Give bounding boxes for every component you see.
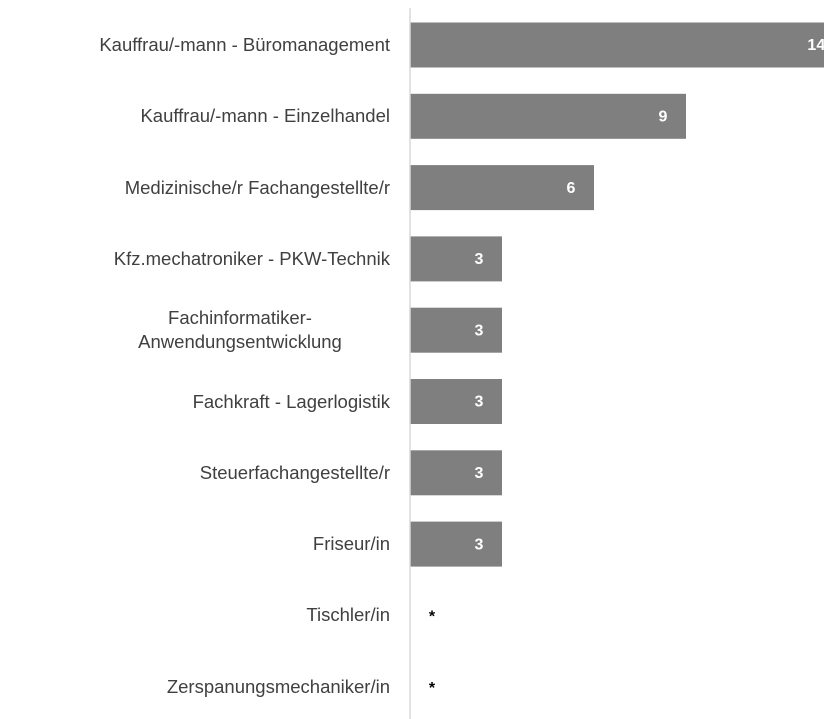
bar — [410, 165, 594, 211]
category-text: Fachkraft - Lagerlogistik — [192, 390, 390, 412]
value-label: 6 — [567, 180, 576, 197]
category-text: Kfz.mechatroniker - PKW-Technik — [113, 247, 390, 269]
value-label: 3 — [475, 394, 484, 411]
category-label: Zerspanungsmechaniker/in — [0, 657, 390, 717]
value-label: 3 — [475, 322, 484, 339]
category-text: Zerspanungsmechaniker/in — [166, 675, 390, 697]
value-label: * — [429, 680, 436, 697]
value-label: 14 — [807, 37, 824, 54]
bar — [410, 236, 502, 282]
bar — [410, 450, 502, 496]
category-text: Steuerfachangestellte/r — [199, 461, 390, 483]
category-label: Fachkraft - Lagerlogistik — [0, 372, 390, 432]
bar — [410, 307, 502, 353]
category-label: Medizinische/r Fachangestellte/r — [0, 158, 390, 218]
category-label: Kfz.mechatroniker - PKW-Technik — [0, 229, 390, 289]
category-label: Kauffrau/-mann - Büromanagement — [0, 15, 390, 75]
bar — [410, 93, 686, 139]
category-label: Tischler/in — [0, 585, 390, 645]
value-label: 3 — [475, 251, 484, 268]
value-label: 3 — [475, 536, 484, 553]
bar — [410, 521, 502, 567]
category-text: Fachinformatiker-Anwendungsentwicklung — [138, 307, 342, 353]
category-label: Steuerfachangestellte/r — [0, 443, 390, 503]
category-text: Medizinische/r Fachangestellte/r — [124, 176, 390, 198]
value-label: * — [429, 609, 436, 626]
category-label: Kauffrau/-mann - Einzelhandel — [0, 86, 390, 146]
bar — [410, 22, 824, 68]
category-text: Tischler/in — [306, 604, 390, 626]
value-label: 9 — [659, 109, 668, 126]
category-text: Kauffrau/-mann - Einzelhandel — [140, 105, 390, 127]
value-label: 3 — [475, 465, 484, 482]
category-text: Kauffrau/-mann - Büromanagement — [99, 34, 390, 55]
category-label: Fachinformatiker-Anwendungsentwicklung — [0, 300, 390, 360]
bar — [410, 379, 502, 424]
category-text: Friseur/in — [312, 533, 390, 555]
category-label: Friseur/in — [0, 514, 390, 574]
